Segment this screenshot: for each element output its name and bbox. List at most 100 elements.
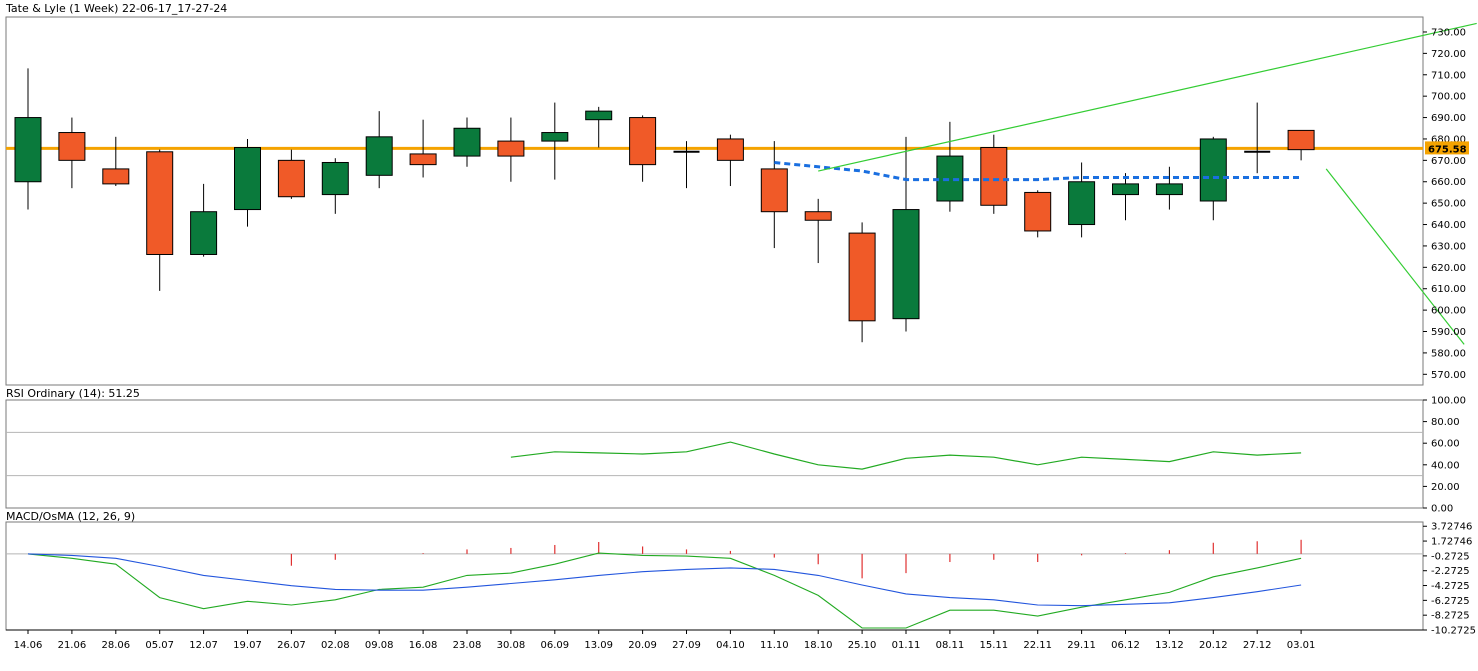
macd-y-tick-label: -2.2725 — [1431, 566, 1470, 577]
macd-panel[interactable] — [27, 539, 1302, 629]
candle — [234, 138, 261, 227]
rsi-y-tick-label: 60.00 — [1431, 439, 1460, 450]
macd-panel-title: MACD/OsMA (12, 26, 9) — [6, 510, 135, 523]
candle — [321, 158, 349, 214]
axes-layer: 570.00 580.00 590.00 600.00 610.00 620.00 630.… — [6, 27, 1476, 651]
candle — [716, 134, 744, 187]
x-tick-label: 20.12 — [1199, 640, 1228, 651]
candle-body — [409, 153, 437, 166]
candle — [14, 68, 42, 210]
x-tick-label: 18.10 — [804, 640, 833, 651]
x-tick-label: 20.09 — [628, 640, 657, 651]
x-tick-label: 29.11 — [1067, 640, 1096, 651]
price-y-tick-label: 660.00 — [1431, 177, 1466, 188]
candle-body — [58, 132, 86, 161]
price-y-tick-label: 720.00 — [1431, 49, 1466, 60]
price-y-tick-label: 590.00 — [1431, 327, 1466, 338]
price-chart-title: Tate & Lyle (1 Week) 22-06-17_17-27-24 — [5, 2, 227, 15]
candle — [1068, 162, 1096, 238]
rsi-y-tick-label: 40.00 — [1431, 460, 1460, 471]
panel-frame — [5, 399, 1424, 509]
x-tick-label: 23.08 — [453, 640, 482, 651]
candle — [892, 136, 920, 332]
candle-body — [190, 211, 218, 255]
x-tick-label: 15.11 — [979, 640, 1008, 651]
price-y-tick-label: 710.00 — [1431, 70, 1466, 81]
x-tick-label: 01.11 — [892, 640, 921, 651]
price-y-tick-label: 610.00 — [1431, 284, 1466, 295]
candle — [980, 134, 1008, 214]
candle-body — [1155, 183, 1183, 196]
x-tick-label: 03.01 — [1287, 640, 1316, 651]
x-tick-label: 16.08 — [409, 640, 438, 651]
price-y-tick-label: 630.00 — [1431, 241, 1466, 252]
rsi-panel[interactable] — [510, 441, 1302, 470]
candle — [804, 198, 832, 264]
macd-y-tick-label: 3.72746 — [1431, 522, 1472, 533]
price-y-tick-label: 690.00 — [1431, 113, 1466, 124]
candle-body — [760, 168, 788, 213]
candle-body — [804, 211, 832, 221]
rsi-y-tick-label: 100.00 — [1431, 396, 1466, 407]
candle — [848, 222, 876, 343]
candle — [365, 111, 393, 189]
price-panel[interactable] — [6, 22, 1477, 345]
macd-y-tick-label: -4.2725 — [1431, 581, 1470, 592]
x-tick-label: 13.12 — [1155, 640, 1184, 651]
panel-frames — [5, 16, 1424, 631]
candle — [409, 119, 437, 178]
x-tick-label: 28.06 — [101, 640, 130, 651]
x-tick-label: 02.08 — [321, 640, 350, 651]
price-y-tick-label: 670.00 — [1431, 156, 1466, 167]
candle — [760, 141, 788, 249]
candle-body — [585, 110, 613, 121]
candle-body — [277, 159, 305, 198]
macd-y-tick-label: -8.2725 — [1431, 611, 1470, 622]
rsi-panel-title: RSI Ordinary (14): 51.25 — [6, 387, 140, 400]
candle-body — [1199, 138, 1227, 202]
candle — [1112, 173, 1139, 221]
price-y-tick-label: 600.00 — [1431, 306, 1466, 317]
candle — [1155, 166, 1183, 210]
x-tick-label: 06.09 — [540, 640, 569, 651]
macd-y-tick-label: -10.2725 — [1431, 626, 1476, 637]
candle-body — [629, 117, 657, 166]
candle — [1199, 136, 1227, 221]
candle — [453, 117, 481, 167]
x-tick-label: 04.10 — [716, 640, 745, 651]
x-tick-label: 06.12 — [1111, 640, 1140, 651]
candle — [1024, 190, 1052, 238]
candle — [190, 183, 218, 257]
trend-channel-line — [1325, 168, 1465, 345]
x-tick-label: 11.10 — [760, 640, 789, 651]
rsi-y-tick-label: 80.00 — [1431, 417, 1460, 428]
grid-layer — [6, 431, 1423, 555]
x-tick-label: 19.07 — [233, 640, 262, 651]
candle-body — [365, 136, 393, 176]
candle — [629, 115, 657, 182]
price-y-tick-label: 700.00 — [1431, 92, 1466, 103]
candle-body — [146, 151, 174, 255]
x-tick-label: 08.11 — [936, 640, 965, 651]
last-price-label: 675.58 — [1428, 144, 1467, 155]
x-tick-label: 09.08 — [365, 640, 394, 651]
candle — [277, 149, 305, 199]
x-tick-label: 27.12 — [1243, 640, 1272, 651]
candle-body — [453, 127, 481, 157]
price-y-tick-label: 570.00 — [1431, 370, 1466, 381]
macd-y-tick-label: 1.72746 — [1431, 537, 1472, 548]
price-y-tick-label: 640.00 — [1431, 220, 1466, 231]
price-y-tick-label: 650.00 — [1431, 199, 1466, 210]
moving-average-line — [774, 161, 1302, 182]
candle — [497, 117, 525, 182]
price-y-tick-label: 580.00 — [1431, 348, 1466, 359]
price-y-tick-label: 730.00 — [1431, 27, 1466, 38]
candle-body — [1024, 191, 1052, 232]
candle-body — [1287, 129, 1315, 151]
panel-frame — [5, 16, 1424, 386]
candle — [673, 141, 700, 189]
x-tick-label: 21.06 — [58, 640, 87, 651]
candle — [541, 102, 569, 180]
candle-body — [321, 161, 349, 196]
